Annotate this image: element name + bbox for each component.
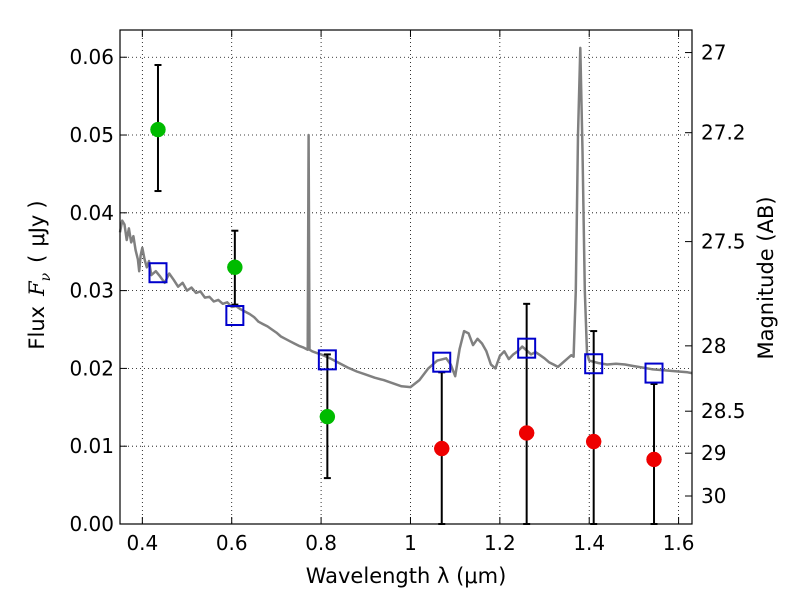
model-photometry-point [584,353,604,375]
spectrum-series [118,46,693,389]
y-tick-label: 0.00 [69,512,114,536]
x-tick-label: 0.8 [305,531,337,555]
x-tick-label: 1.4 [573,531,605,555]
upper-limit-point [434,440,450,457]
y-axis-label-paren-close: ) [25,200,49,208]
spectrum-line [118,46,693,389]
x-tick-label: 1.6 [663,531,695,555]
x-tick-label: 0.4 [126,531,158,555]
model-photometry-series [148,262,664,384]
right-tick-labels: 27 27.2 27.5 28 28.5 29 30 [701,41,746,508]
y-axis-label-unit: μJy [25,215,49,247]
x-tick-label: 1.2 [484,531,516,555]
model-photometry-point [148,262,168,284]
model-photometry-point [517,337,537,359]
right-tick-label: 29 [701,441,726,465]
right-tick-label: 28 [701,334,726,358]
y-axis-label-symbol: F [25,280,49,297]
detection-point [319,408,336,425]
y-tick-label: 0.03 [69,279,114,303]
right-tick-label: 30 [701,484,726,508]
y-tick-label: 0.02 [69,356,114,380]
measured-photometry-series [150,121,662,468]
y-axis-label: Flux Fν ( μJy) [25,200,54,349]
y-axis-label-paren-open: ( [25,255,49,263]
y-tick-label: 0.05 [69,123,114,147]
upper-limit-point [585,433,602,450]
y-tick-label: 0.04 [69,201,114,225]
right-tick-label: 27 [701,41,726,65]
y-tick-label: 0.06 [69,45,114,69]
y-axis-label-subscript: ν [38,272,54,281]
y-axis-label-flux: Flux [25,306,49,350]
x-tick-label: 1 [404,531,417,555]
upper-limit-point [518,425,535,441]
upper-limit-point [646,451,662,468]
right-axis-label: Magnitude (AB) [754,196,778,359]
detection-point [227,259,243,276]
x-tick-label: 0.6 [216,531,248,555]
right-tick-label: 27.2 [701,121,746,145]
model-photometry-point [644,362,664,384]
ticks [120,30,692,525]
model-photometry-point [225,305,245,327]
plot-frame [119,29,693,525]
detection-point [150,121,166,138]
y-tick-label: 0.01 [69,434,114,458]
x-tick-labels: 0.4 0.6 0.8 1 1.2 1.4 1.6 [126,531,694,555]
model-photometry-point [432,351,452,373]
y-tick-labels: 0.00 0.01 0.02 0.03 0.04 0.05 0.06 [69,45,114,536]
model-photometry-point [317,349,337,371]
right-tick-label: 27.5 [701,230,746,254]
x-axis-label: Wavelength λ (μm) [306,564,507,588]
right-tick-label: 28.5 [701,399,746,423]
